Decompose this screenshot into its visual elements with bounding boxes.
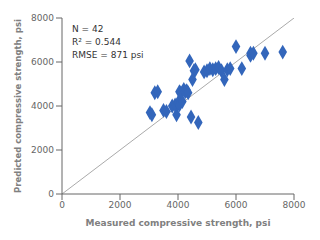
svg-text:6000: 6000 [31, 57, 54, 67]
html-text:R² = 0.544: R² = 0.544 [72, 37, 121, 47]
svg-text:0: 0 [59, 200, 65, 210]
html-text:N = 42: N = 42 [72, 24, 104, 34]
html-text:RMSE = 871 psi: RMSE = 871 psi [72, 50, 144, 60]
svg-text:8000: 8000 [283, 200, 306, 210]
svg-text:4000: 4000 [31, 101, 54, 111]
svg-text:6000: 6000 [225, 200, 248, 210]
svg-text:4000: 4000 [167, 200, 190, 210]
svg-text:2000: 2000 [109, 200, 132, 210]
svg-text:0: 0 [48, 189, 54, 199]
svg-text:2000: 2000 [31, 145, 54, 155]
svg-text:Predicted compressive strength: Predicted compressive strength, psi [13, 19, 23, 193]
svg-text:8000: 8000 [31, 13, 54, 23]
svg-text:Measured compressive strength,: Measured compressive strength, psi [86, 218, 271, 228]
